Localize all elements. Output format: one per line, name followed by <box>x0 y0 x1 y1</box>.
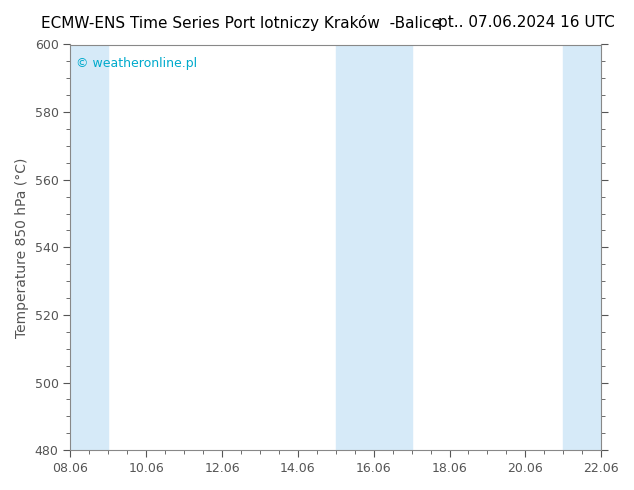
Bar <box>70 45 108 450</box>
Text: ECMW-ENS Time Series Port lotniczy Kraków  -Balice: ECMW-ENS Time Series Port lotniczy Krakó… <box>41 15 441 31</box>
Bar <box>336 45 411 450</box>
Bar <box>563 45 601 450</box>
Y-axis label: Temperature 850 hPa (°C): Temperature 850 hPa (°C) <box>15 157 29 338</box>
Text: © weatheronline.pl: © weatheronline.pl <box>75 57 197 70</box>
Text: pt.. 07.06.2024 16 UTC: pt.. 07.06.2024 16 UTC <box>438 15 615 30</box>
